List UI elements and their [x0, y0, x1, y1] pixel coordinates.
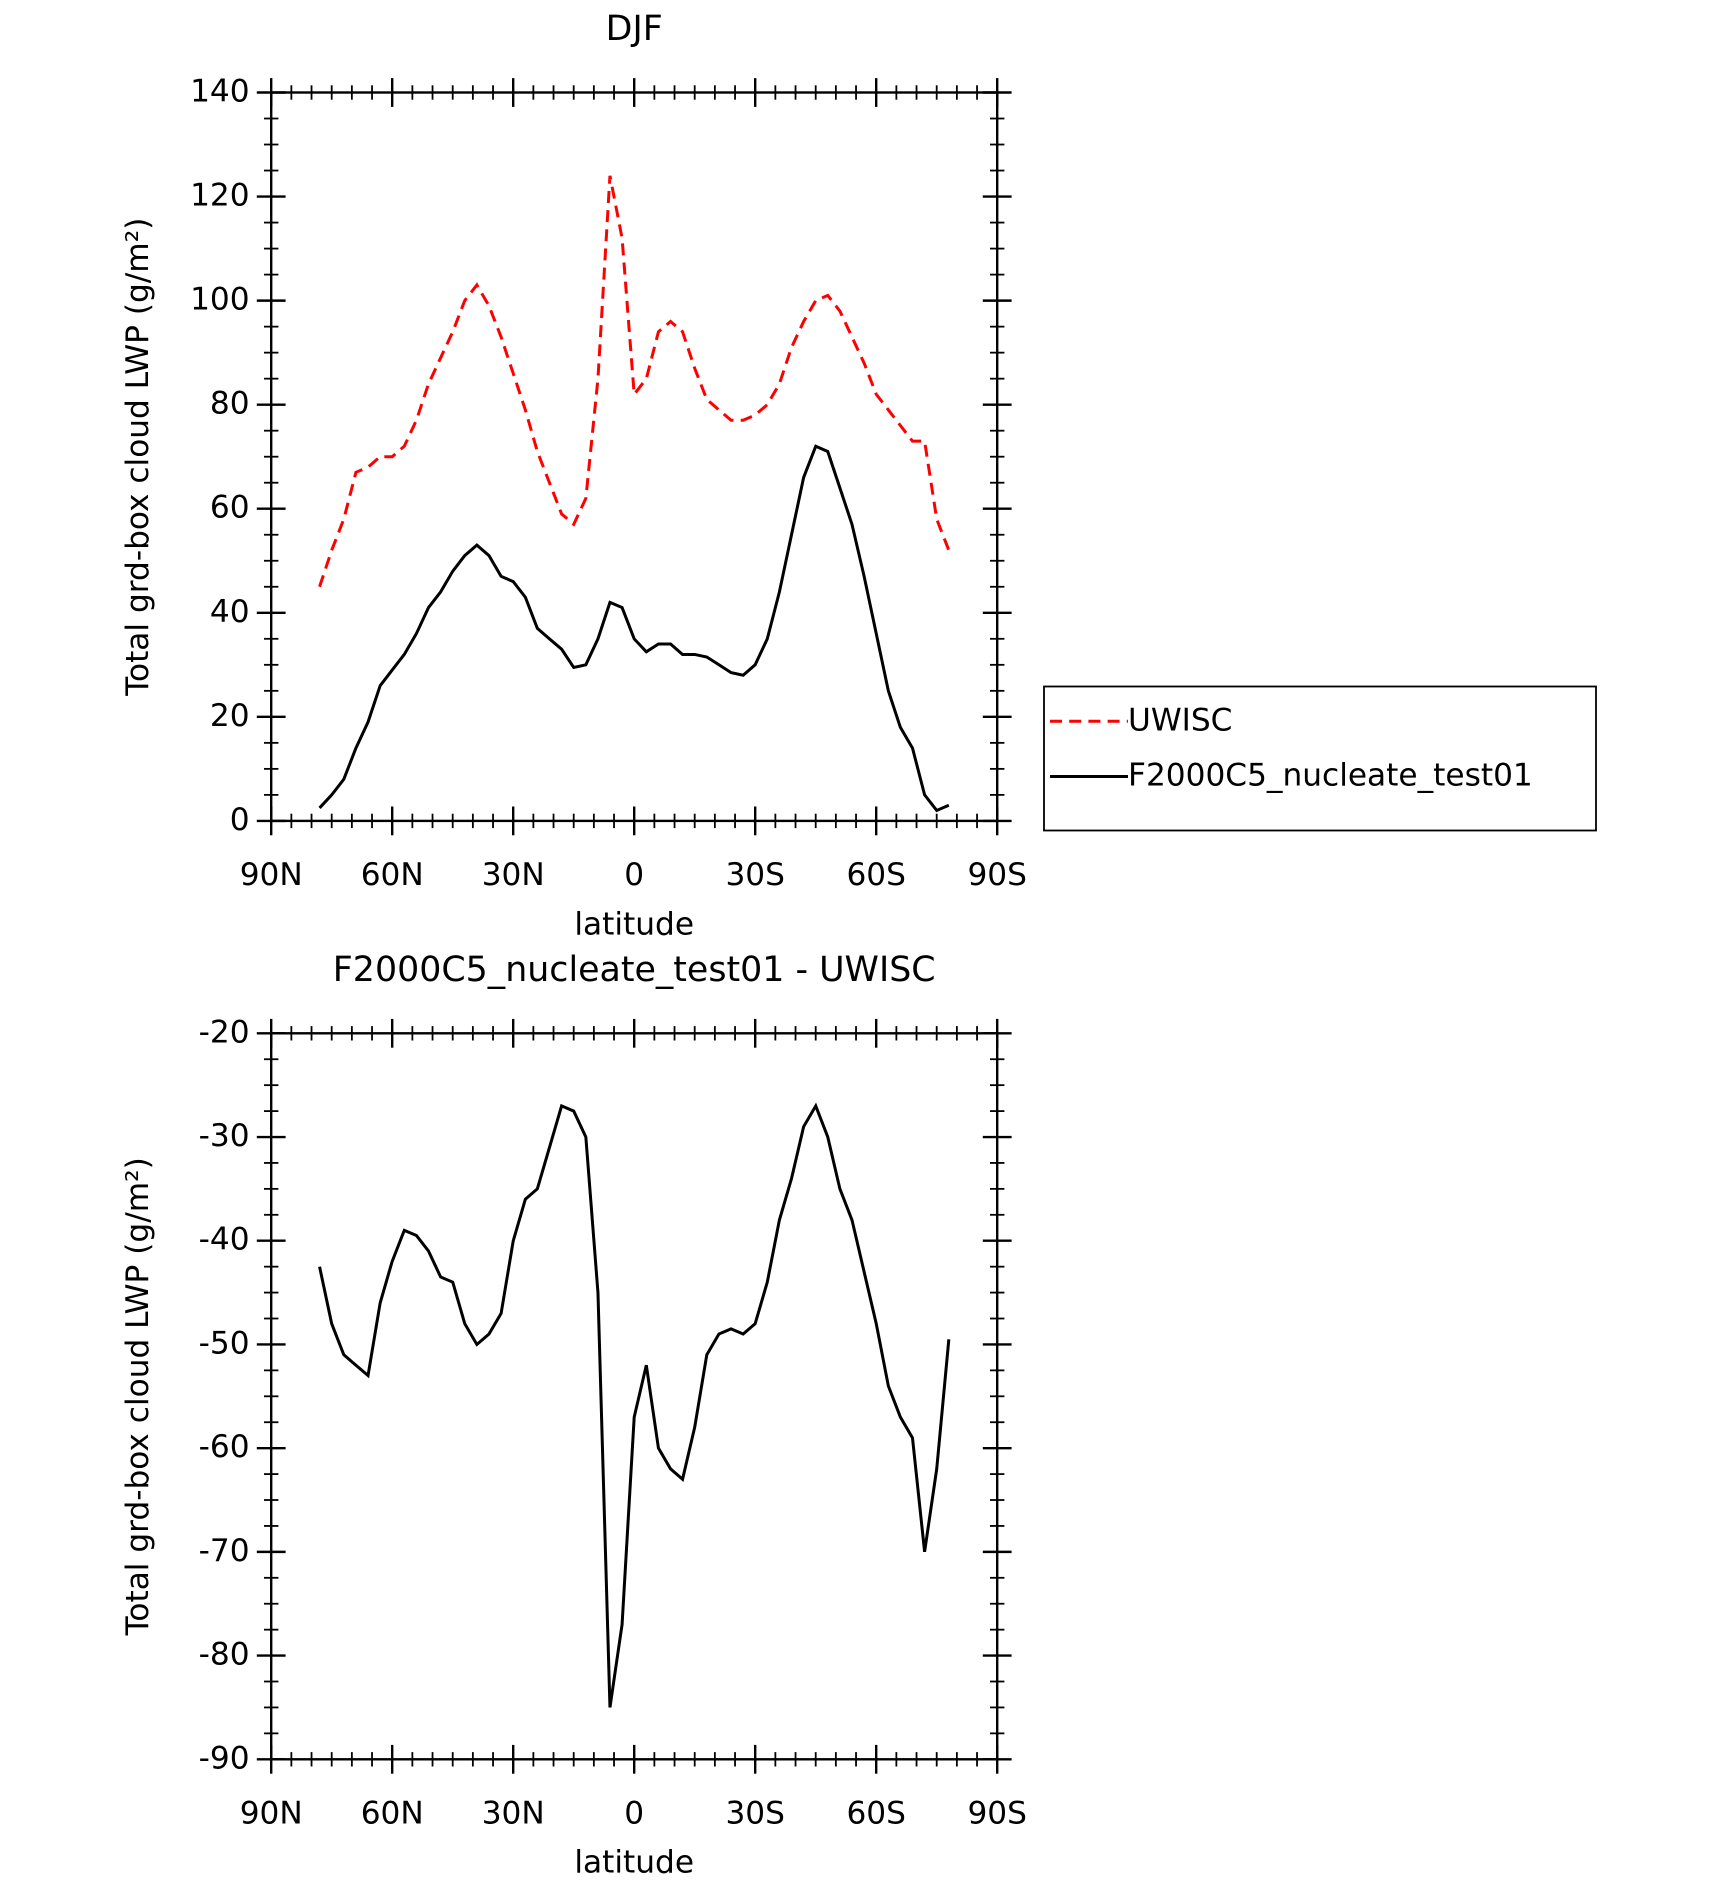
x-tick-label: 30S [725, 1796, 784, 1832]
y-tick-label: -40 [199, 1222, 250, 1258]
x-tick-label: 30N [482, 857, 545, 893]
data-line [318, 1102, 951, 1708]
data-line [318, 444, 950, 813]
data-line [318, 175, 951, 588]
y-tick-label: 0 [230, 802, 250, 838]
x-tick-label: 60N [361, 1796, 424, 1832]
y-tick-label: -30 [199, 1118, 250, 1154]
y-tick-label: -90 [199, 1740, 250, 1776]
y-tick-label: 100 [190, 282, 250, 318]
y-tick-label: -20 [199, 1014, 250, 1050]
x-tick-label: 60N [361, 857, 424, 893]
y-axis-label: Total grd-box cloud LWP (g/m²) [120, 1157, 156, 1636]
x-axis-label: latitude [574, 906, 694, 942]
y-tick-label: 120 [190, 178, 250, 214]
y-tick-label: 80 [210, 386, 250, 422]
y-tick-label: 40 [210, 594, 250, 630]
x-tick-label: 30S [725, 857, 784, 893]
x-tick-label: 0 [624, 857, 644, 893]
legend-label: F2000C5_nucleate_test01 [1128, 758, 1533, 794]
y-tick-label: -70 [199, 1533, 250, 1569]
legend-box [1043, 685, 1597, 832]
y-tick-label: -60 [199, 1429, 250, 1465]
plot-frame [269, 91, 999, 823]
x-tick-label: 90N [240, 1796, 303, 1832]
plot-frame [269, 1032, 999, 1761]
y-axis-label: Total grd-box cloud LWP (g/m²) [120, 218, 156, 697]
x-tick-label: 90S [967, 1796, 1026, 1832]
y-tick-label: 60 [210, 490, 250, 526]
x-tick-label: 60S [846, 1796, 905, 1832]
chart-title: F2000C5_nucleate_test01 - UWISC [333, 950, 936, 990]
x-tick-label: 0 [624, 1796, 644, 1832]
legend-label: UWISC [1128, 702, 1232, 738]
x-tick-label: 90S [967, 857, 1026, 893]
x-tick-label: 90N [240, 857, 303, 893]
y-tick-label: -80 [199, 1637, 250, 1673]
y-tick-label: 140 [190, 74, 250, 110]
x-tick-label: 60S [846, 857, 905, 893]
chart-title: DJF [606, 9, 663, 49]
x-axis-label: latitude [574, 1845, 694, 1881]
y-tick-label: 20 [210, 698, 250, 734]
y-tick-label: -50 [199, 1325, 250, 1361]
x-tick-label: 30N [482, 1796, 545, 1832]
